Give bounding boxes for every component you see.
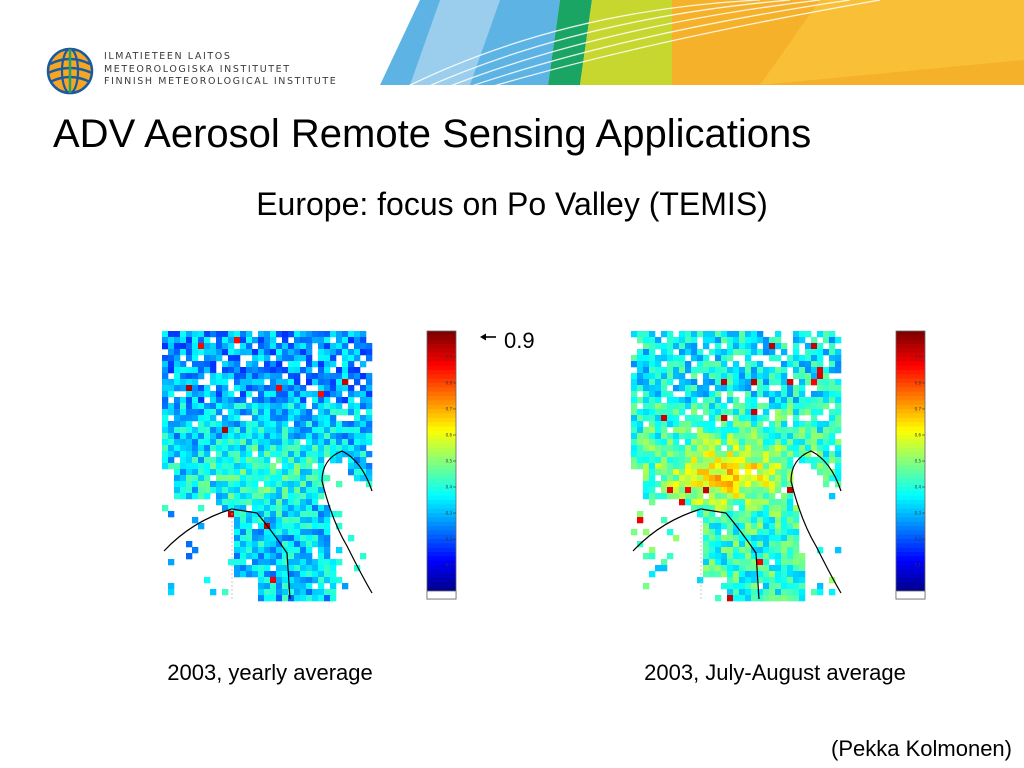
colorbar-tick-label: 0.4 xyxy=(915,485,922,490)
colorbar-tick-label: 0.3 xyxy=(446,511,453,516)
aod-grid xyxy=(162,331,373,602)
colorbar-tick-label: 0.8 xyxy=(915,381,922,386)
colorbar-tick-label: 0.3 xyxy=(915,511,922,516)
colorbar-tick-label: 0.1 xyxy=(446,563,453,568)
org-name-sv: METEOROLOGISKA INSTITUTET xyxy=(104,63,291,75)
aod-map-summer: 0.1 0.2 0.3 0.4 0.5 0.6 0.7 0.8 0.9 xyxy=(631,330,926,602)
slide-title: ADV Aerosol Remote Sensing Applications xyxy=(53,112,812,156)
colorbar-tick-label: 0.5 xyxy=(446,459,453,464)
colorbar: 0.1 0.2 0.3 0.4 0.5 0.6 0.7 0.8 0.9 xyxy=(426,330,457,600)
colorbar-tick-label: 0.7 xyxy=(915,407,922,412)
colorbar-tick-label: 0.1 xyxy=(915,563,922,568)
colorbar-tick-label: 0.2 xyxy=(915,537,922,542)
colorbar-tick-label: 0.9 xyxy=(915,355,922,360)
colorbar-max-annotation: 0.9 xyxy=(478,328,535,354)
colorbar-tick-label: 0.5 xyxy=(915,459,922,464)
org-name-en: FINNISH METEOROLOGICAL INSTITUTE xyxy=(104,76,338,87)
banner-stripe-yellow xyxy=(760,0,1024,85)
banner-stripe-pale-blue xyxy=(410,0,500,85)
colorbar-tick-label: 0.8 xyxy=(446,381,453,386)
banner-stripe-green xyxy=(548,0,592,85)
fmi-globe-logo-icon xyxy=(46,47,94,95)
org-name: ILMATIETEEN LAITOS METEOROLOGISKA INSTIT… xyxy=(104,51,337,89)
colorbar-tick-label: 0.6 xyxy=(446,433,453,438)
colorbar: 0.1 0.2 0.3 0.4 0.5 0.6 0.7 0.8 0.9 xyxy=(895,330,926,600)
caption-summer: 2003, July-August average xyxy=(644,660,906,685)
author-credit: (Pekka Kolmonen) xyxy=(831,736,1012,761)
org-name-fi: ILMATIETEEN LAITOS xyxy=(104,51,232,62)
aod-map-panel-yearly: 0.1 0.2 0.3 0.4 0.5 0.6 0.7 0.8 0.9 xyxy=(160,328,470,604)
slide-subtitle: Europe: focus on Po Valley (TEMIS) xyxy=(256,186,768,222)
banner-swoosh-lines xyxy=(399,0,881,91)
aod-map-yearly: 0.1 0.2 0.3 0.4 0.5 0.6 0.7 0.8 0.9 xyxy=(162,330,457,602)
header-banner xyxy=(370,0,1024,92)
colorbar-tick-label: 0.4 xyxy=(446,485,453,490)
left-arrow-icon xyxy=(480,333,496,341)
colorbar-tick-label: 0.6 xyxy=(915,433,922,438)
aod-map-panel-summer: 0.1 0.2 0.3 0.4 0.5 0.6 0.7 0.8 0.9 xyxy=(629,328,939,604)
colorbar-tick-label: 0.2 xyxy=(446,537,453,542)
caption-yearly: 2003, yearly average xyxy=(167,660,373,685)
colorbar-tick-label: 0.7 xyxy=(446,407,453,412)
aod-grid xyxy=(631,331,842,602)
colorbar-tick-label: 0.9 xyxy=(446,355,453,360)
colorbar-max-value: 0.9 xyxy=(504,328,535,353)
